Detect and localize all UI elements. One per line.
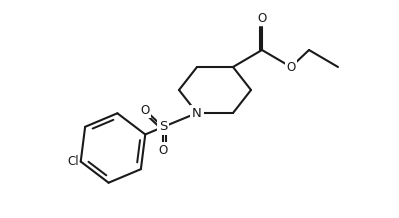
Text: Cl: Cl [67, 155, 79, 168]
Text: O: O [140, 104, 150, 116]
Text: N: N [192, 107, 202, 119]
Text: O: O [286, 61, 296, 73]
Text: S: S [159, 121, 167, 133]
Text: O: O [158, 143, 168, 157]
Text: O: O [257, 12, 267, 25]
